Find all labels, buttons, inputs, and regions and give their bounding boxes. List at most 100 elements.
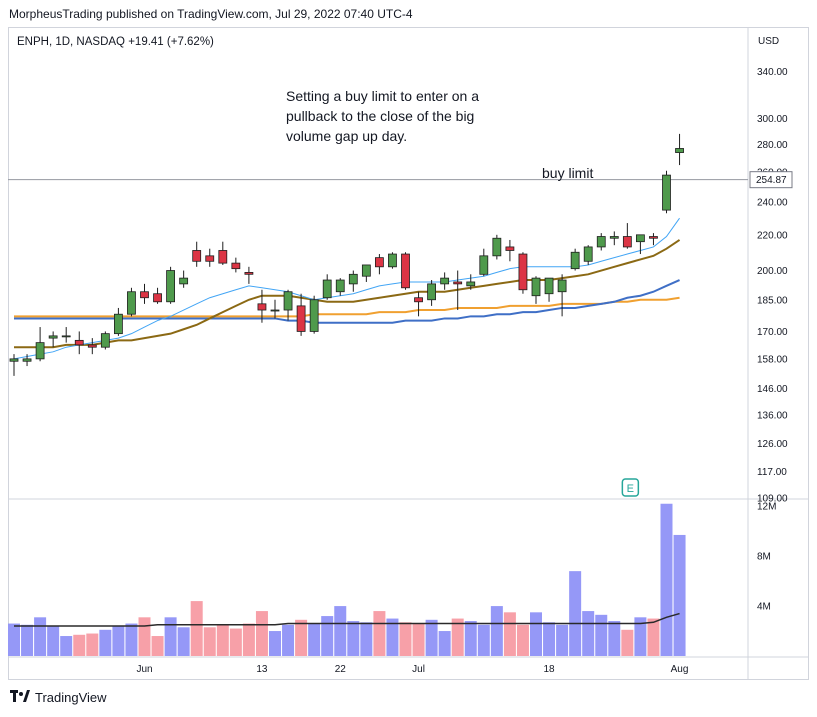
candle-body [244,272,254,275]
volume-bar [582,611,595,656]
candle-body [388,253,397,268]
ma20-line [14,239,681,349]
symbol-legend[interactable]: ENPH, 1D, NASDAQ +19.41 (+7.62%) [17,36,214,48]
volume-bar [647,618,660,656]
candle-body [231,262,241,270]
volume-bar [242,623,255,656]
candle-body [544,277,554,295]
candle-body [35,342,45,360]
currency-label: USD [758,36,779,47]
volume-bar [516,624,529,656]
price-tick-label: 240.00 [757,198,788,209]
buy-limit-label: buy limit [542,165,594,181]
candle-body [531,277,541,297]
volume-bar [282,624,295,656]
volume-bar [543,622,556,656]
volume-bar [334,606,347,656]
volume-bar [8,623,20,656]
volume-bar [438,631,451,656]
time-tick-label: 13 [256,664,268,675]
price-tick-label: 200.00 [757,266,788,277]
candle-body [335,279,345,293]
volume-bar [125,623,138,656]
time-tick-label: Jun [136,664,152,675]
volume-bar [360,622,373,656]
volume-bar [634,617,647,656]
symbol-info: ENPH, 1D, NASDAQ [17,36,125,48]
candle-body [283,291,293,311]
price-tick-label: 300.00 [757,114,788,125]
volume-bar [530,612,542,656]
volume-bar [177,627,190,656]
candle-body [557,279,567,293]
volume-bar [151,636,164,656]
volume-bar [673,534,686,656]
candle-body [153,293,162,303]
candle-body [309,299,319,332]
volume-tick-label: 12M [757,502,776,513]
ma200-line [14,296,680,318]
price-tick-label: 146.00 [757,384,788,395]
candle-body [61,335,71,338]
candle-body [48,335,58,339]
candle-body [127,291,136,315]
volume-bar [399,622,412,656]
candle-body [205,255,215,262]
volume-bar [295,619,308,656]
price-change: +19.41 (+7.62%) [128,36,214,48]
candle-body [401,253,410,289]
candle-body [453,281,463,285]
price-tick-label: 170.00 [757,327,788,338]
candle-body [9,358,19,362]
candle-body [114,313,123,335]
time-tick-label: Aug [671,664,689,675]
candle-body [374,257,384,268]
volume-ma-line [14,612,680,627]
volume-bar [464,621,477,656]
volume-bar [569,571,582,656]
volume-bar [216,624,229,656]
chart-annotation-note: Setting a buy limit to enter on a pullba… [286,88,479,144]
volume-bar [308,623,321,656]
volume-bar [21,624,34,656]
volume-bar [164,617,177,656]
earnings-marker[interactable] [621,478,640,497]
time-tick-label: 18 [543,664,555,675]
candle-body [518,253,528,291]
volume-bar [99,629,112,656]
volume-bar [386,618,399,656]
candle-body [636,234,645,243]
price-tick-label: 136.00 [757,411,788,422]
candle-body [322,279,332,299]
volume-bar [595,614,608,656]
candle-body [270,309,280,312]
candle-body [662,174,671,211]
volume-bar [269,631,281,656]
volume-bar [477,624,490,656]
candle-body [218,250,228,264]
volume-bar [60,636,73,656]
price-tick-label: 126.00 [757,439,788,450]
candle-body [440,277,450,285]
volume-bar [112,626,125,656]
candle-body [361,264,371,277]
candle-body [492,237,502,257]
volume-bar [138,617,151,656]
volume-tick-label: 8M [757,552,771,563]
tradingview-brand: TradingView [35,690,107,705]
price-tick-label: 158.00 [757,354,788,365]
candle-body [257,303,267,311]
candle-body [609,236,619,239]
price-tick-label: 280.00 [757,140,788,151]
candle-body [348,273,358,285]
volume-bar [34,617,47,656]
tradingview-footer[interactable]: TradingView [10,690,107,705]
volume-bar [660,503,673,656]
volume-bar [490,606,503,656]
volume-tick-label: 4M [757,602,771,613]
publisher-line: MorpheusTrading published on TradingView… [9,7,413,21]
volume-bar [47,626,60,656]
candle-body [583,246,593,262]
volume-bar [412,623,425,656]
